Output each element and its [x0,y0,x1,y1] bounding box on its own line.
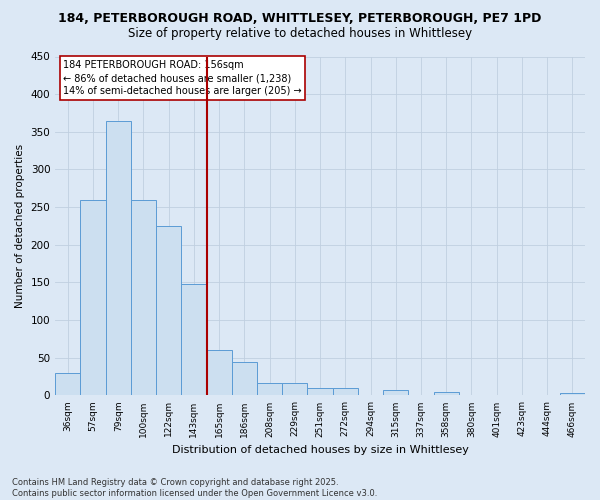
Bar [106,120,131,396]
Text: Size of property relative to detached houses in Whittlesey: Size of property relative to detached ho… [128,28,472,40]
X-axis label: Distribution of detached houses by size in Whittlesey: Distribution of detached houses by size … [172,445,469,455]
Bar [257,382,282,396]
Bar [282,382,307,396]
Bar [156,226,181,396]
Bar [560,393,585,396]
Bar [181,284,206,396]
Bar [206,350,232,396]
Bar [55,373,80,396]
Bar [307,388,332,396]
Bar [383,390,409,396]
Bar [80,200,106,396]
Bar [332,388,358,396]
Bar [232,362,257,396]
Y-axis label: Number of detached properties: Number of detached properties [15,144,25,308]
Text: Contains HM Land Registry data © Crown copyright and database right 2025.
Contai: Contains HM Land Registry data © Crown c… [12,478,377,498]
Text: 184, PETERBOROUGH ROAD, WHITTLESEY, PETERBOROUGH, PE7 1PD: 184, PETERBOROUGH ROAD, WHITTLESEY, PETE… [58,12,542,26]
Bar [484,394,509,396]
Bar [131,200,156,396]
Bar [434,392,459,396]
Text: 184 PETERBOROUGH ROAD: 156sqm
← 86% of detached houses are smaller (1,238)
14% o: 184 PETERBOROUGH ROAD: 156sqm ← 86% of d… [63,60,302,96]
